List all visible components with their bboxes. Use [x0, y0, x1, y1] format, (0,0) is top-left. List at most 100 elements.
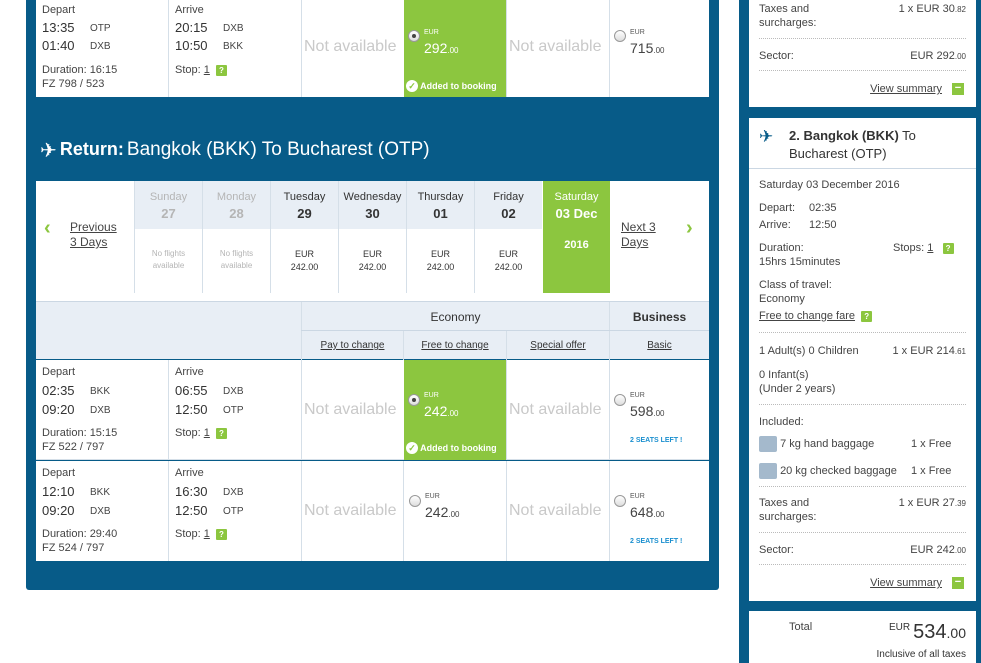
collapse-icon[interactable]: −	[952, 83, 964, 95]
fare-cents: .00	[653, 510, 665, 519]
date-price-1: EUR	[362, 249, 382, 259]
arrive-time-2: 12:50	[175, 503, 208, 518]
check-icon: ✓	[406, 442, 418, 454]
date-friday[interactable]: Friday 02 EUR 242.00	[474, 181, 542, 293]
taxes-value: 1 x EUR 30	[898, 3, 955, 15]
return-label: Return:	[59, 139, 124, 159]
collapse-icon[interactable]: −	[952, 577, 964, 589]
checked-baggage-value: 1 x Free	[911, 465, 952, 477]
next-days-link[interactable]: Next 3	[621, 220, 656, 234]
day-of-week: Tuesday	[283, 191, 326, 203]
fare-cell-business[interactable]: EUR 715.00	[609, 0, 709, 97]
stop-count-link[interactable]: 1	[203, 528, 210, 540]
date-price-2: 242.00	[426, 262, 455, 272]
flight-number: FZ 798 / 523	[42, 78, 105, 90]
stop-count-link[interactable]: 1	[203, 64, 210, 76]
fare-cell-special: Not available	[506, 461, 609, 561]
arrive-code-1: DXB	[223, 487, 244, 498]
sector-label: Sector:	[759, 50, 794, 62]
arrive-time: 12:50	[809, 219, 837, 231]
fare-cell-business[interactable]: EUR 648.00 2 SEATS LEFT !	[609, 461, 709, 561]
flight-number: FZ 524 / 797	[42, 542, 105, 554]
depart-time-1: 13:35	[42, 20, 75, 35]
total-currency: EUR	[888, 622, 911, 633]
fare-cell-business[interactable]: EUR 598.00 2 SEATS LEFT !	[609, 360, 709, 460]
stop-count-link[interactable]: 1	[203, 427, 210, 439]
taxes-label: Taxes and	[759, 3, 810, 15]
fare-radio[interactable]	[614, 30, 626, 42]
fare-currency: EUR	[424, 29, 439, 36]
arrive-code-2: BKK	[223, 41, 244, 52]
date-saturday-selected[interactable]: Saturday 03 Dec 2016	[543, 181, 610, 293]
duration: Duration: 29:40	[42, 528, 118, 540]
taxes-label-2: surcharges:	[759, 511, 817, 523]
fare-cell-pay: Not available	[301, 0, 403, 97]
fare-price: 598	[630, 403, 654, 419]
taxes-label-2: surcharges:	[759, 17, 817, 29]
next-days-link-2[interactable]: Days	[621, 235, 649, 249]
view-summary-link[interactable]: View summary	[870, 577, 942, 589]
help-icon[interactable]: ?	[216, 65, 227, 76]
previous-days-link-2[interactable]: 3 Days	[70, 235, 108, 249]
view-summary-link[interactable]: View summary	[870, 83, 942, 95]
plane-icon: ✈	[40, 140, 57, 162]
chevron-right-icon[interactable]: ›	[686, 217, 693, 239]
free-to-change-link[interactable]: Free to change	[403, 331, 506, 360]
sector-value: EUR 242	[910, 544, 955, 556]
date-price-2: 242.00	[290, 262, 319, 272]
depart-time: 02:35	[809, 202, 837, 214]
date-price-2: available	[220, 261, 253, 270]
passenger-cents: .61	[954, 347, 966, 356]
fare-radio[interactable]	[614, 495, 626, 507]
fare-cell-pay: Not available	[301, 461, 403, 561]
hand-baggage-value: 1 x Free	[911, 438, 952, 450]
depart-label: Depart	[42, 4, 76, 16]
help-icon[interactable]: ?	[216, 428, 227, 439]
fare-radio[interactable]	[408, 30, 420, 42]
fare-cell-selected[interactable]: EUR 242.00 ✓ Added to booking	[404, 360, 506, 460]
passenger-price: 1 x EUR 214	[892, 345, 955, 357]
fare-price: 242	[424, 403, 448, 419]
pay-to-change-link[interactable]: Pay to change	[301, 331, 403, 360]
date-wednesday[interactable]: Wednesday 30 EUR 242.00	[338, 181, 406, 293]
duration-label: Duration:	[759, 242, 804, 254]
infants-note: (Under 2 years)	[759, 383, 836, 395]
fare-price: 242	[425, 504, 449, 520]
stop-label: Stop:	[175, 64, 201, 76]
help-icon[interactable]: ?	[861, 311, 873, 322]
date-thursday[interactable]: Thursday 01 EUR 242.00	[406, 181, 474, 293]
day-number: 28	[229, 206, 244, 221]
arrive-label: Arrive	[175, 366, 204, 378]
fare-rules-link[interactable]: Free to change fare	[759, 310, 856, 322]
date-sunday: Sunday 27 No flights available	[134, 181, 202, 293]
basic-link[interactable]: Basic	[609, 331, 709, 360]
previous-days-link[interactable]: Previous	[70, 220, 117, 234]
date-tuesday[interactable]: Tuesday 29 EUR 242.00	[270, 181, 338, 293]
help-icon[interactable]: ?	[216, 529, 227, 540]
fare-radio[interactable]	[409, 495, 421, 507]
checked-baggage: 20 kg checked baggage	[780, 464, 897, 477]
depart-time-1: 12:10	[42, 484, 75, 499]
not-available: Not available	[509, 401, 602, 418]
special-offer-link[interactable]: Special offer	[506, 331, 609, 360]
added-to-booking: Added to booking	[420, 443, 497, 453]
fare-cell-selected[interactable]: EUR 292.00 ✓ Added to booking	[404, 0, 506, 97]
depart-code-1: BKK	[90, 487, 111, 498]
fare-price: 292	[424, 40, 448, 56]
fare-radio[interactable]	[408, 394, 420, 406]
fare-radio[interactable]	[614, 394, 626, 406]
help-icon[interactable]: ?	[942, 243, 954, 254]
depart-code-2: DXB	[90, 405, 111, 416]
business-header: Business	[609, 302, 709, 330]
stops-link[interactable]: 1	[927, 242, 934, 254]
fare-cell-special: Not available	[506, 0, 609, 97]
chevron-left-icon[interactable]: ‹	[44, 217, 51, 239]
return-date: Saturday 03 December 2016	[759, 179, 900, 191]
infants: 0 Infant(s)	[759, 369, 809, 381]
fare-cents: .00	[447, 409, 459, 418]
sector-cents: .00	[954, 52, 966, 61]
total-card: Total EUR 534.00 Inclusive of all taxes	[749, 611, 976, 663]
date-price-2: available	[152, 261, 185, 270]
depart-code-1: OTP	[90, 23, 111, 34]
fare-cell-free[interactable]: EUR 242.00	[403, 461, 506, 561]
